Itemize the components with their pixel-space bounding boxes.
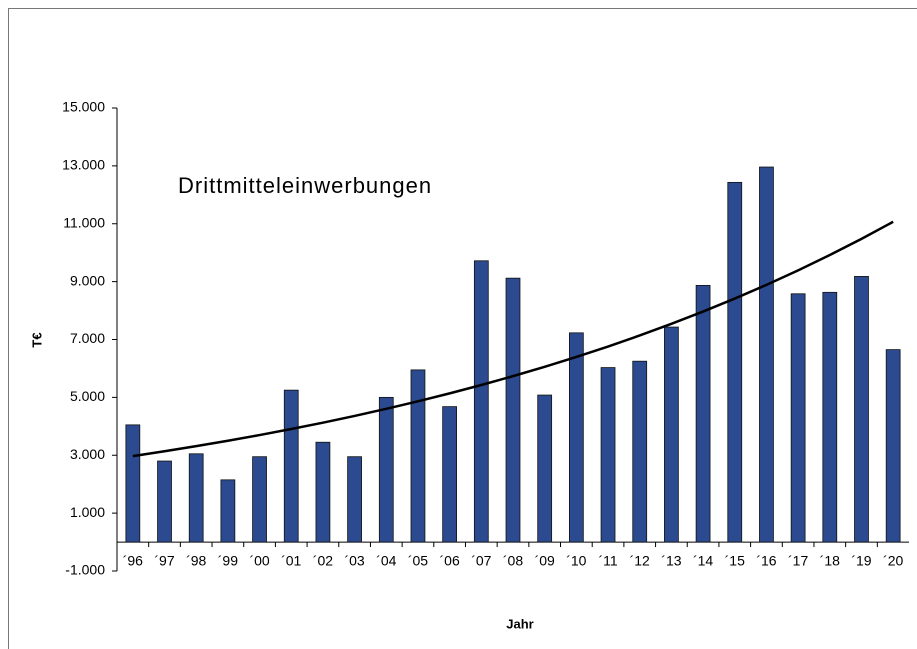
- y-tick-label: 15.000: [62, 99, 105, 115]
- x-tick-label: ´09: [535, 553, 555, 569]
- bar: [347, 456, 362, 543]
- x-tick-label: ´98: [186, 553, 206, 569]
- bar: [505, 277, 521, 543]
- bar: [759, 166, 774, 543]
- annotation: Drittmitteleinwerbungen: [178, 173, 432, 198]
- y-tick-label: 1.000: [70, 504, 105, 520]
- x-tick-label: ´18: [820, 553, 840, 569]
- y-tick-label: 9.000: [70, 272, 105, 288]
- x-tick-label: ´03: [344, 553, 364, 569]
- x-tick-label: ´14: [693, 553, 713, 569]
- bar: [442, 406, 458, 543]
- bar: [125, 424, 141, 543]
- y-tick-label: 5.000: [70, 388, 105, 404]
- x-tick-label: ´11: [598, 553, 617, 569]
- x-tick-label: ´15: [725, 553, 745, 569]
- bar: [378, 396, 394, 543]
- bar: [315, 441, 331, 543]
- x-axis-label: Jahr: [506, 616, 533, 631]
- bar: [790, 293, 806, 543]
- x-tick-label: ´10: [566, 553, 586, 569]
- bar: [157, 460, 172, 543]
- bar: [695, 284, 711, 543]
- x-tick-label: ´16: [756, 553, 776, 569]
- bar: [822, 291, 838, 543]
- trend-line: [132, 220, 894, 458]
- x-tick-label: ´08: [503, 553, 523, 569]
- x-tick-label: ´19: [851, 553, 871, 569]
- x-tick-label: ´07: [471, 553, 491, 569]
- y-tick-label: 13.000: [62, 157, 105, 173]
- x-tick-label: ´02: [313, 553, 333, 569]
- x-tick-label: ´96: [123, 553, 143, 569]
- frame: [8, 8, 917, 649]
- y-axis-label: T€: [29, 332, 44, 347]
- bar: [473, 260, 489, 543]
- x-tick-label: ´12: [630, 553, 650, 569]
- y-tick-label: 11.000: [63, 214, 105, 230]
- bar: [854, 276, 869, 543]
- bar: [188, 453, 204, 543]
- x-tick-label: ´01: [281, 553, 301, 569]
- bar: [600, 367, 616, 543]
- x-tick-label: ´06: [440, 553, 460, 569]
- y-tick-label: -1.000: [65, 562, 105, 578]
- bar: [727, 181, 743, 543]
- x-tick-label: ´04: [376, 553, 396, 569]
- x-tick-label: ´97: [154, 553, 174, 569]
- bar: [664, 326, 679, 543]
- x-tick-label: ´05: [408, 553, 428, 569]
- bar: [632, 360, 648, 543]
- bar: [252, 456, 267, 543]
- bar: [537, 394, 553, 543]
- bar: [885, 349, 901, 543]
- bar: [568, 332, 584, 543]
- x-tick-label: ´13: [661, 553, 681, 569]
- bar: [283, 389, 299, 543]
- x-tick-label: ´17: [788, 553, 808, 569]
- y-tick-label: 7.000: [70, 330, 105, 346]
- bar: [220, 479, 236, 543]
- x-tick-label: ´00: [249, 553, 269, 569]
- x-tick-label: ´99: [218, 553, 238, 569]
- bar: [410, 369, 426, 543]
- x-tick-label: ´20: [883, 553, 903, 569]
- y-tick-label: 3.000: [70, 446, 105, 462]
